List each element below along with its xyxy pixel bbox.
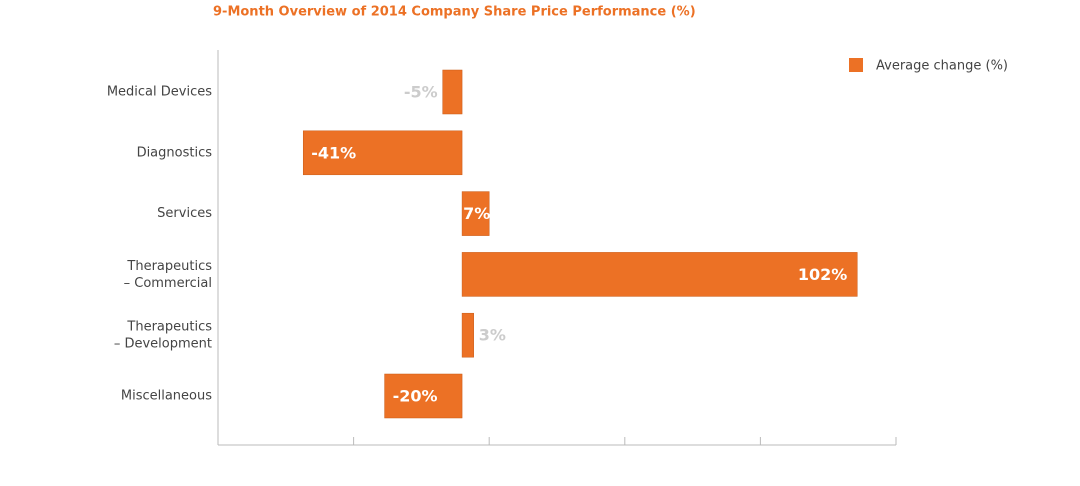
bar xyxy=(302,130,463,176)
bar xyxy=(384,373,463,419)
value-label: 7% xyxy=(463,204,490,223)
y-tick-label: Therapeutics – Commercial xyxy=(124,258,213,290)
legend-swatch xyxy=(849,58,863,72)
y-tick-label: Diagnostics xyxy=(137,145,213,160)
bar xyxy=(442,69,463,115)
chart-title: 9-Month Overview of 2014 Company Share P… xyxy=(213,5,696,20)
y-tick-label: Medical Devices xyxy=(107,85,212,100)
value-label: -41% xyxy=(311,143,356,162)
value-label: 3% xyxy=(479,326,506,345)
legend-label: Average change (%) xyxy=(876,59,1008,74)
value-label: -20% xyxy=(393,387,438,406)
y-tick-label: Services xyxy=(157,206,212,221)
y-tick-label: Therapeutics – Development xyxy=(114,319,212,351)
y-tick-label: Miscellaneous xyxy=(121,389,212,404)
value-label: -5% xyxy=(404,83,438,102)
value-label: 102% xyxy=(798,265,847,284)
bar xyxy=(461,252,858,297)
bar xyxy=(461,312,474,358)
bar xyxy=(461,191,490,236)
